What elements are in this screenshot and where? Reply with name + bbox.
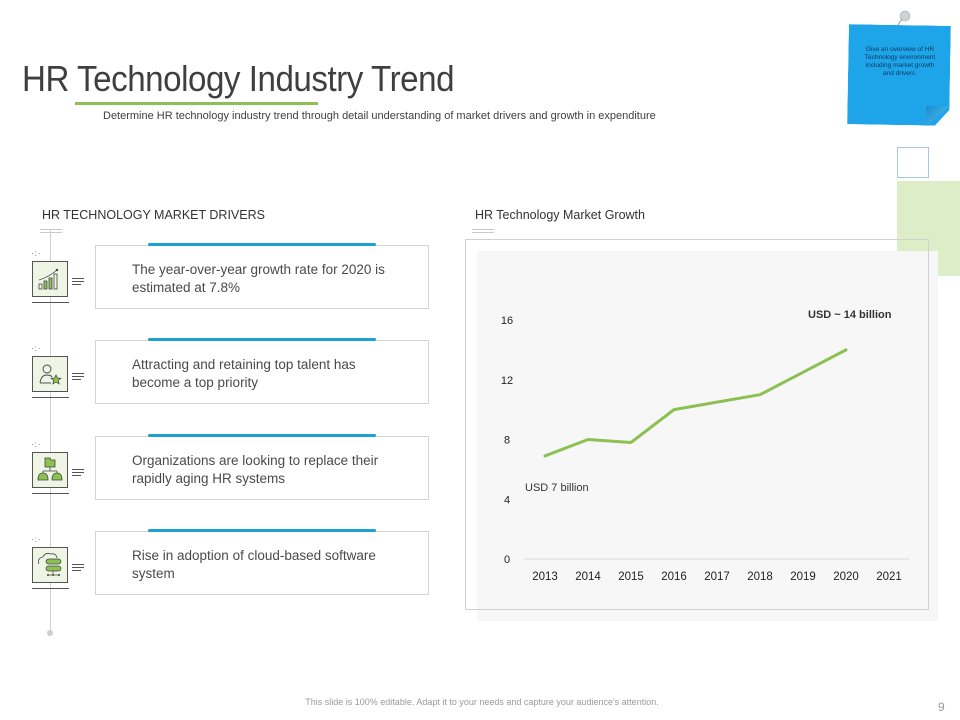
- page-number: 9: [938, 700, 945, 714]
- user-star-icon: [32, 356, 68, 392]
- chart-frame: [465, 239, 929, 610]
- footer-text: This slide is 100% editable. Adapt it to…: [305, 697, 659, 707]
- driver-accent-bar: [148, 243, 376, 246]
- y-tick-label: 0: [504, 554, 510, 566]
- x-tick-label: 2019: [790, 571, 816, 583]
- driver-card: Attracting and retaining top talent has …: [95, 340, 429, 404]
- driver-accent-bar: [148, 529, 376, 532]
- growth-title-rule: [472, 229, 494, 230]
- text-lines-icon: [72, 564, 84, 573]
- driver-card: Rise in adoption of cloud-based software…: [95, 531, 429, 595]
- sparkle-dots: ·:·: [31, 440, 42, 449]
- sparkle-dots: ·:·: [31, 249, 42, 258]
- icon-underline: [32, 588, 69, 589]
- pushpin-icon: [897, 10, 911, 26]
- x-tick-label: 2018: [747, 571, 773, 583]
- driver-text: Attracting and retaining top talent has …: [132, 357, 356, 390]
- driver-accent-bar: [148, 338, 376, 341]
- text-lines-icon: [72, 373, 84, 382]
- y-tick-label: 4: [504, 494, 510, 506]
- driver-card: The year-over-year growth rate for 2020 …: [95, 245, 429, 309]
- drivers-section-title: HR TECHNOLOGY MARKET DRIVERS: [42, 208, 265, 222]
- annotation-end-label: USD ~ 14 billion: [808, 309, 892, 321]
- title-underline: [75, 102, 318, 105]
- series-line: [543, 348, 848, 458]
- x-tick-label: 2020: [833, 571, 859, 583]
- y-tick-label: 16: [501, 315, 513, 327]
- y-tick-label: 12: [501, 375, 513, 387]
- x-tick-label: 2016: [661, 571, 687, 583]
- org-hierarchy-icon: [32, 452, 68, 488]
- icon-underline: [32, 302, 69, 303]
- cloud-server-icon: [32, 547, 68, 583]
- driver-text: The year-over-year growth rate for 2020 …: [132, 262, 385, 295]
- text-lines-icon: [72, 278, 84, 287]
- driver-card: Organizations are looking to replace the…: [95, 436, 429, 500]
- sticky-note-text: Give an overview of HR Technology enviro…: [864, 46, 936, 77]
- page-subtitle: Determine HR technology industry trend t…: [103, 110, 656, 122]
- driver-text: Rise in adoption of cloud-based software…: [132, 548, 376, 581]
- x-tick-label: 2014: [575, 571, 601, 583]
- growth-section-title: HR Technology Market Growth: [475, 208, 645, 222]
- x-tick-label: 2013: [532, 571, 558, 583]
- drivers-title-rule: [40, 229, 62, 230]
- decorative-square: [897, 147, 929, 178]
- icon-underline: [32, 493, 69, 494]
- sparkle-dots: ·:·: [31, 344, 42, 353]
- text-lines-icon: [72, 469, 84, 478]
- timeline-end-dot: [47, 630, 53, 636]
- page-title: HR Technology Industry Trend: [22, 58, 455, 99]
- timeline-line: [50, 230, 51, 632]
- line-chart: 0 4 8 12 16 2013 2014 2015 2016 2017 2018 2019 2020 2…: [501, 309, 909, 583]
- sparkle-dots: ·:·: [31, 535, 42, 544]
- y-tick-label: 8: [504, 435, 510, 447]
- annotation-start-label: USD 7 billion: [525, 482, 589, 494]
- x-tick-label: 2021: [876, 571, 902, 583]
- footer-note: This slide is 100% editable. Adapt it to…: [0, 697, 960, 707]
- drivers-title-rule-2: [40, 232, 62, 233]
- icon-underline: [32, 397, 69, 398]
- driver-text: Organizations are looking to replace the…: [132, 453, 379, 486]
- growth-title-rule-2: [472, 232, 494, 233]
- driver-accent-bar: [148, 434, 376, 437]
- x-tick-label: 2017: [704, 571, 730, 583]
- growth-chart-icon: [32, 261, 68, 297]
- x-tick-label: 2015: [618, 571, 644, 583]
